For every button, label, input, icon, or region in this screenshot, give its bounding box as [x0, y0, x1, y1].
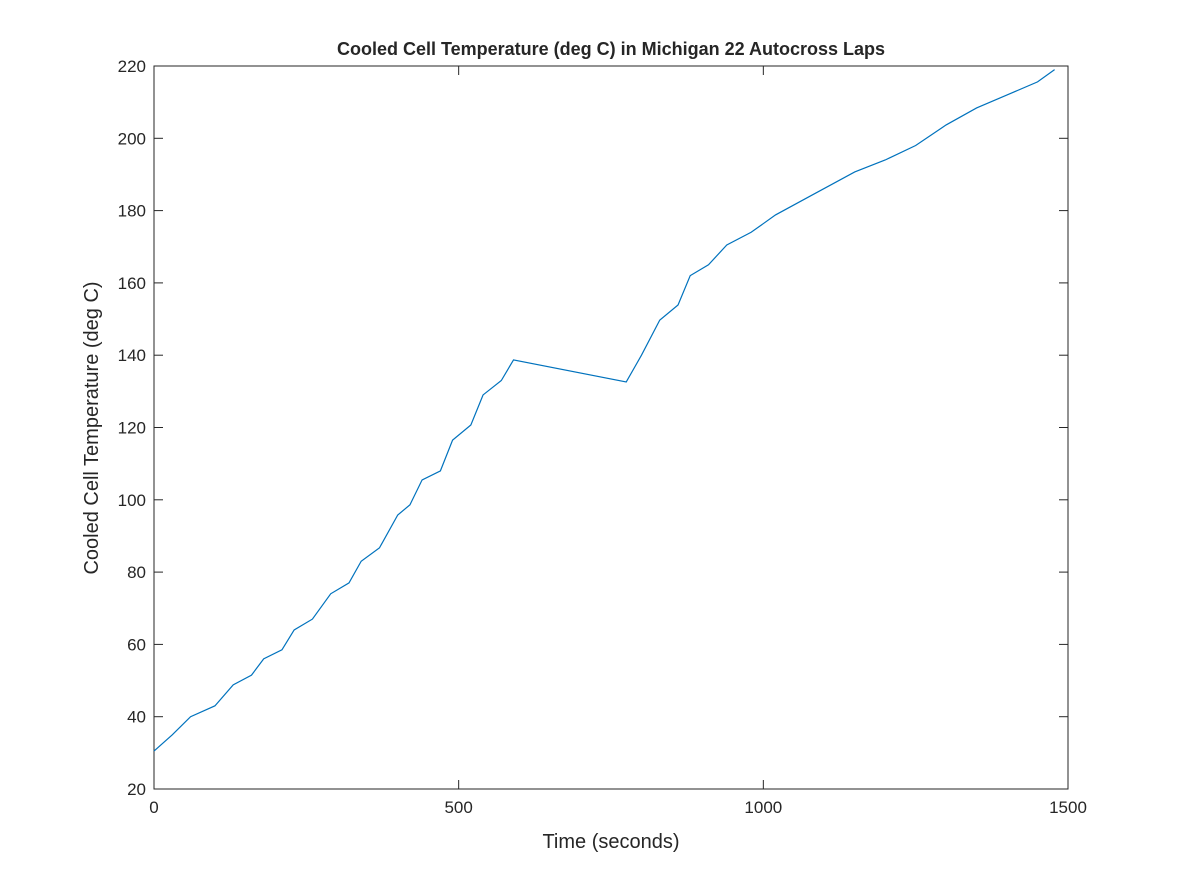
- x-tick-label: 1000: [744, 798, 782, 817]
- y-tick-label: 160: [118, 274, 146, 293]
- y-tick-label: 60: [127, 635, 146, 654]
- y-tick-label: 220: [118, 57, 146, 76]
- y-tick-label: 100: [118, 491, 146, 510]
- y-tick-label: 200: [118, 129, 146, 148]
- y-axis-label: Cooled Cell Temperature (deg C): [81, 281, 103, 574]
- y-tick-label: 80: [127, 563, 146, 582]
- y-tick-label: 40: [127, 708, 146, 727]
- y-tick-label: 20: [127, 780, 146, 799]
- y-tick-label: 140: [118, 346, 146, 365]
- y-tick-label: 120: [118, 419, 146, 438]
- chart-title: Cooled Cell Temperature (deg C) in Michi…: [337, 39, 885, 59]
- x-tick-label: 0: [149, 798, 158, 817]
- x-tick-label: 500: [444, 798, 472, 817]
- x-tick-label: 1500: [1049, 798, 1087, 817]
- data-line: [153, 69, 1055, 752]
- y-tick-label: 180: [118, 202, 146, 221]
- x-axis-label: Time (seconds): [542, 831, 679, 853]
- plot-frame: [153, 65, 1069, 790]
